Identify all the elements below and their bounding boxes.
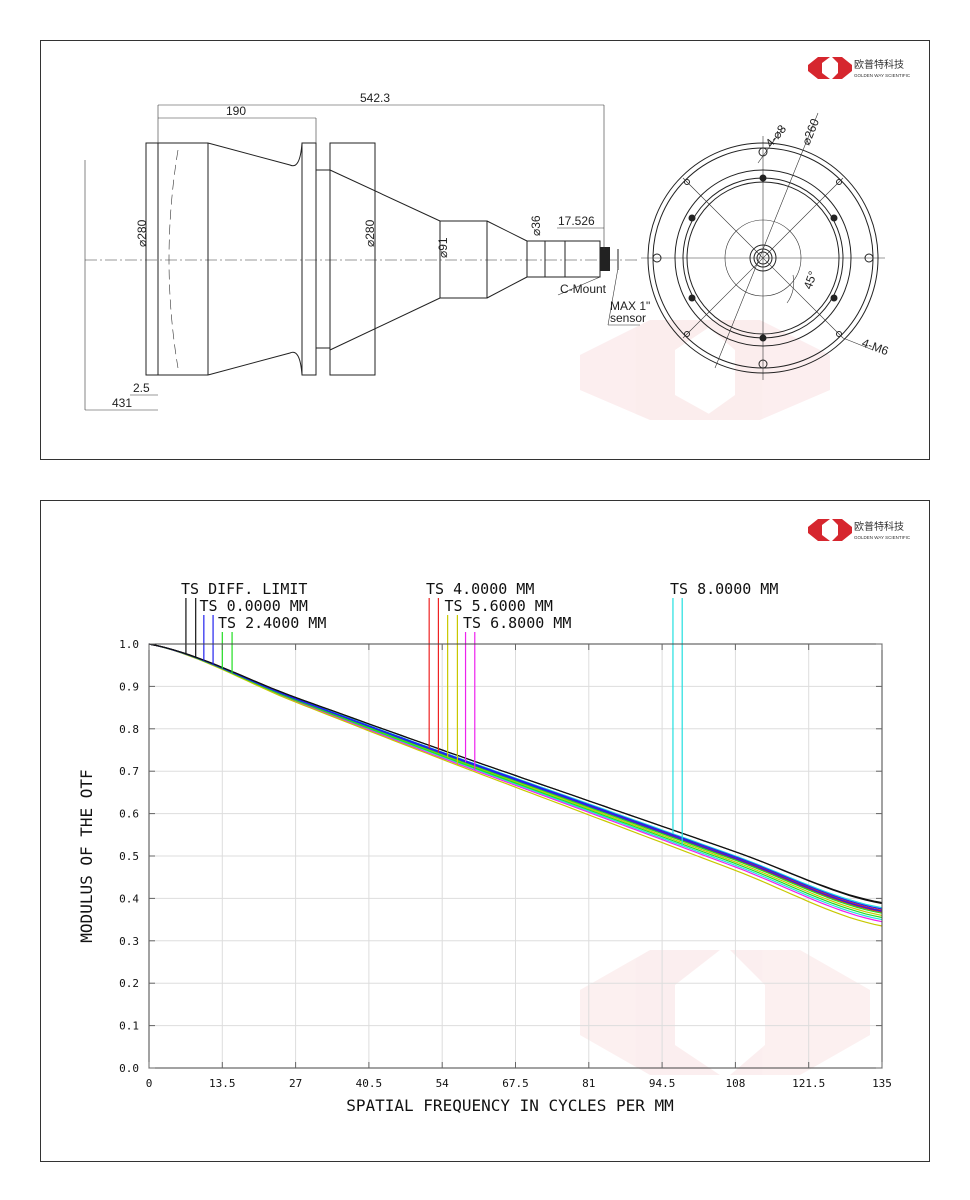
svg-text:542.3: 542.3 bbox=[360, 91, 390, 105]
watermark bbox=[580, 950, 870, 1075]
mtf-chart-panel: 欧普特科技 GOLDEN WAY SCIENTIFIC 0 13.5 27 40.5 5… bbox=[40, 500, 930, 1162]
x-tick-label: 108 bbox=[725, 1077, 745, 1090]
logo: 欧普特科技 GOLDEN WAY SCIENTIFIC bbox=[808, 519, 911, 541]
svg-text:190: 190 bbox=[226, 104, 246, 118]
legend-label: TS 6.8000 MM bbox=[463, 614, 571, 632]
x-axis-label: SPATIAL FREQUENCY IN CYCLES PER MM bbox=[346, 1096, 674, 1115]
axis-ticks: 0 13.5 27 40.5 54 67.5 81 94.5 108 121.5 135 0.0 0.1… bbox=[119, 638, 892, 1090]
x-tick-label: 54 bbox=[436, 1077, 450, 1090]
svg-text:⌀260: ⌀260 bbox=[799, 116, 822, 147]
y-tick-label: 0.1 bbox=[119, 1020, 139, 1033]
svg-text:⌀91: ⌀91 bbox=[436, 237, 450, 258]
legend-label: TS 0.0000 MM bbox=[200, 597, 308, 615]
svg-text:⌀280: ⌀280 bbox=[135, 219, 149, 247]
svg-text:4-M6: 4-M6 bbox=[860, 336, 891, 359]
y-tick-label: 0.4 bbox=[119, 892, 139, 905]
y-tick-label: 0.0 bbox=[119, 1062, 139, 1075]
svg-text:4-⌀8: 4-⌀8 bbox=[763, 122, 790, 150]
x-tick-label: 67.5 bbox=[502, 1077, 529, 1090]
y-tick-label: 0.2 bbox=[119, 977, 139, 990]
legend-label: TS 2.4000 MM bbox=[218, 614, 326, 632]
x-tick-label: 27 bbox=[289, 1077, 302, 1090]
x-tick-label: 81 bbox=[582, 1077, 595, 1090]
x-tick-label: 135 bbox=[872, 1077, 892, 1090]
svg-text:sensor: sensor bbox=[610, 311, 646, 325]
svg-text:GOLDEN WAY SCIENTIFIC: GOLDEN WAY SCIENTIFIC bbox=[854, 73, 911, 78]
x-tick-label: 121.5 bbox=[792, 1077, 825, 1090]
x-tick-label: 13.5 bbox=[209, 1077, 236, 1090]
legend-markers bbox=[185, 598, 683, 846]
y-tick-label: 0.7 bbox=[119, 765, 139, 778]
svg-text:17.526: 17.526 bbox=[558, 214, 595, 228]
svg-text:⌀36: ⌀36 bbox=[529, 215, 543, 236]
lens-side-view: 542.3 190 ⌀280 ⌀280 ⌀91 ⌀36 17.526 C-Mou… bbox=[84, 91, 650, 411]
drawing-panel: 欧普特科技 GOLDEN WAY SCIENTIFIC bbox=[40, 40, 930, 460]
legend-label: TS 8.0000 MM bbox=[670, 580, 778, 598]
legend-label: TS 5.6000 MM bbox=[445, 597, 553, 615]
svg-text:欧普特科技: 欧普特科技 bbox=[854, 520, 904, 533]
svg-text:欧普特科技: 欧普特科技 bbox=[854, 58, 904, 71]
y-tick-label: 1.0 bbox=[119, 638, 139, 651]
svg-text:MAX 1": MAX 1" bbox=[610, 299, 650, 313]
series-line-sagittal bbox=[148, 643, 883, 923]
y-tick-label: 0.6 bbox=[119, 808, 139, 821]
series-line-tangential bbox=[148, 643, 883, 904]
y-tick-label: 0.5 bbox=[119, 850, 139, 863]
y-tick-label: 0.9 bbox=[119, 680, 139, 693]
watermark bbox=[580, 320, 830, 420]
legend-label: TS 4.0000 MM bbox=[426, 580, 534, 598]
svg-text:GOLDEN WAY SCIENTIFIC: GOLDEN WAY SCIENTIFIC bbox=[854, 535, 911, 540]
x-tick-label: 0 bbox=[146, 1077, 153, 1090]
svg-text:C-Mount: C-Mount bbox=[560, 282, 607, 296]
x-tick-label: 94.5 bbox=[649, 1077, 676, 1090]
chart-series bbox=[148, 643, 883, 927]
y-axis-label: MODULUS OF THE OTF bbox=[77, 769, 96, 942]
svg-text:45°: 45° bbox=[801, 269, 820, 291]
logo: 欧普特科技 GOLDEN WAY SCIENTIFIC bbox=[808, 57, 911, 79]
series-line-sagittal bbox=[148, 643, 883, 919]
series-line-sagittal bbox=[148, 643, 883, 927]
svg-text:2.5: 2.5 bbox=[133, 381, 150, 395]
y-tick-label: 0.3 bbox=[119, 935, 139, 948]
svg-text:431: 431 bbox=[112, 396, 132, 410]
svg-text:⌀280: ⌀280 bbox=[363, 219, 377, 247]
legend-label: TS DIFF. LIMIT bbox=[181, 580, 307, 598]
lens-front-view: 4-⌀8 ⌀260 45° 4-M6 bbox=[641, 112, 891, 380]
series-line-tangential bbox=[148, 643, 883, 910]
y-tick-label: 0.8 bbox=[119, 723, 139, 736]
x-tick-label: 40.5 bbox=[356, 1077, 383, 1090]
